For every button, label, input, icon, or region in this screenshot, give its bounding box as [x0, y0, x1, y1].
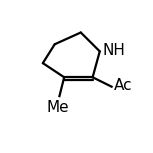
Text: NH: NH [102, 43, 125, 58]
Text: Me: Me [47, 100, 70, 115]
Text: Ac: Ac [114, 78, 133, 93]
